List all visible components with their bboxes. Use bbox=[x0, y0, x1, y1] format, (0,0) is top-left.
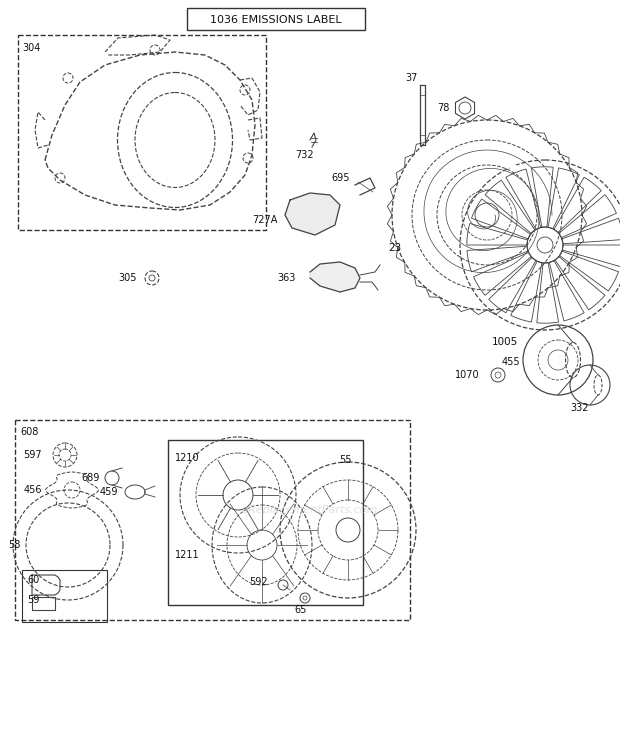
Text: 1005: 1005 bbox=[492, 337, 518, 347]
Text: 592: 592 bbox=[249, 577, 268, 587]
Text: 58: 58 bbox=[8, 540, 20, 550]
Text: 727A: 727A bbox=[252, 215, 278, 225]
Text: 305: 305 bbox=[118, 273, 136, 283]
Polygon shape bbox=[310, 262, 360, 292]
Text: 1036 EMISSIONS LABEL: 1036 EMISSIONS LABEL bbox=[210, 15, 342, 25]
Text: 732: 732 bbox=[296, 150, 314, 160]
Text: 608: 608 bbox=[20, 427, 38, 437]
Text: 1210: 1210 bbox=[175, 453, 200, 463]
Text: 55: 55 bbox=[339, 455, 352, 465]
Text: 456: 456 bbox=[24, 485, 42, 495]
Text: 78: 78 bbox=[438, 103, 450, 113]
Text: 304: 304 bbox=[22, 43, 40, 53]
Bar bbox=[187, 8, 365, 30]
Text: 597: 597 bbox=[24, 450, 42, 460]
Text: 689: 689 bbox=[82, 473, 100, 483]
Polygon shape bbox=[285, 193, 340, 235]
Bar bbox=[22, 570, 107, 622]
Text: 363: 363 bbox=[278, 273, 296, 283]
Text: 459: 459 bbox=[99, 487, 118, 497]
Text: eReplacementParts.com: eReplacementParts.com bbox=[242, 505, 378, 515]
Text: 65: 65 bbox=[295, 605, 307, 615]
Text: 23: 23 bbox=[388, 243, 401, 253]
Bar bbox=[18, 35, 266, 230]
Text: 59: 59 bbox=[27, 595, 40, 605]
Text: 455: 455 bbox=[502, 357, 520, 367]
Text: 332: 332 bbox=[571, 403, 589, 413]
Text: 1070: 1070 bbox=[455, 370, 480, 380]
Text: 695: 695 bbox=[332, 173, 350, 183]
Text: 37: 37 bbox=[406, 73, 418, 83]
Text: 60: 60 bbox=[27, 575, 39, 585]
Text: 1211: 1211 bbox=[175, 550, 200, 560]
Bar bbox=[168, 440, 363, 605]
Bar bbox=[15, 420, 410, 620]
